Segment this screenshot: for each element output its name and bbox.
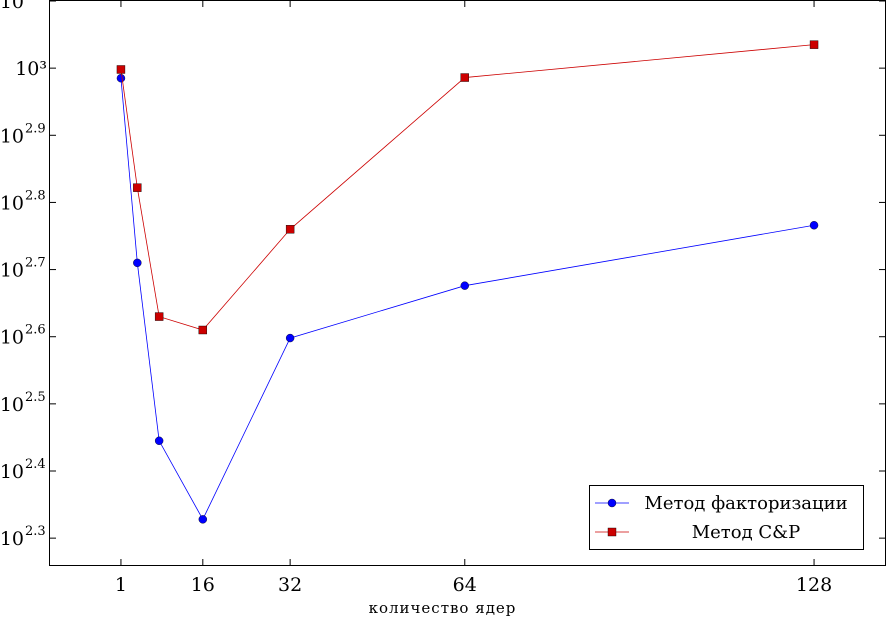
series-2-point bbox=[198, 325, 208, 335]
x-axis-title: количество ядер bbox=[369, 599, 517, 617]
series-2-point bbox=[154, 312, 164, 321]
x-tick-label: 1 bbox=[115, 574, 127, 596]
series-1-point bbox=[285, 333, 295, 343]
y-tick-label-base: 10 bbox=[0, 192, 24, 214]
series-1-point bbox=[154, 436, 164, 445]
y-tick-label-exponent: 2.5 bbox=[25, 390, 46, 405]
plot-frame bbox=[49, 0, 886, 566]
legend-marker-1 bbox=[607, 498, 617, 508]
x-tick-label: 128 bbox=[796, 574, 832, 596]
y-tick-label-exponent: 2.3 bbox=[25, 524, 46, 539]
series-1-point bbox=[460, 281, 469, 290]
y-tick-label-base: 10 bbox=[0, 125, 24, 147]
y-tick-label-base: 10 bbox=[0, 394, 24, 416]
series-1-point bbox=[809, 221, 819, 230]
series-2-point bbox=[116, 65, 126, 74]
legend-label-2: Метод C&P bbox=[692, 522, 801, 543]
y-tick-label-exponent: 2.7 bbox=[25, 256, 46, 271]
series-layer bbox=[116, 40, 819, 524]
y-tick-label: 10³ bbox=[15, 58, 47, 80]
series-1-point bbox=[116, 74, 126, 83]
series-1-point bbox=[198, 515, 208, 524]
series-1-point bbox=[133, 258, 142, 268]
legend: Метод факторизации Метод C&P bbox=[589, 485, 864, 550]
y-tick-label-exponent: 3.1 bbox=[25, 0, 46, 2]
y-tick-label-base: 10 bbox=[0, 260, 24, 282]
legend-box bbox=[589, 485, 864, 550]
x-tick-label: 64 bbox=[453, 574, 477, 596]
legend-marker-2 bbox=[607, 527, 617, 537]
y-tick-label-exponent: 2.8 bbox=[25, 188, 46, 203]
legend-label-1: Метод факторизации bbox=[644, 493, 847, 514]
y-tick-label-exponent: 2.9 bbox=[25, 121, 46, 136]
series-2-point bbox=[133, 183, 142, 192]
series-2-point bbox=[285, 225, 295, 234]
y-axis-ticks: 10 2.310 2.410 2.510 2.610 2.710 2.810 2.910³10… bbox=[0, 0, 885, 550]
y-tick-label-base: 10 bbox=[0, 0, 24, 13]
y-tick-label-base: 10 bbox=[0, 461, 24, 483]
x-axis-ticks: 1 16 32 64 128 bbox=[115, 1, 832, 596]
x-tick-label: 16 bbox=[191, 574, 215, 596]
y-tick-label-exponent: 2.4 bbox=[25, 457, 46, 472]
series-2-point bbox=[809, 40, 819, 49]
series-2-point bbox=[460, 73, 469, 82]
series-line-1 bbox=[120, 78, 815, 521]
y-tick-label-base: 10 bbox=[0, 528, 24, 550]
x-tick-label: 32 bbox=[278, 574, 302, 596]
y-tick-label-exponent: 2.6 bbox=[25, 323, 46, 338]
y-tick-label-base: 10 bbox=[0, 327, 24, 349]
